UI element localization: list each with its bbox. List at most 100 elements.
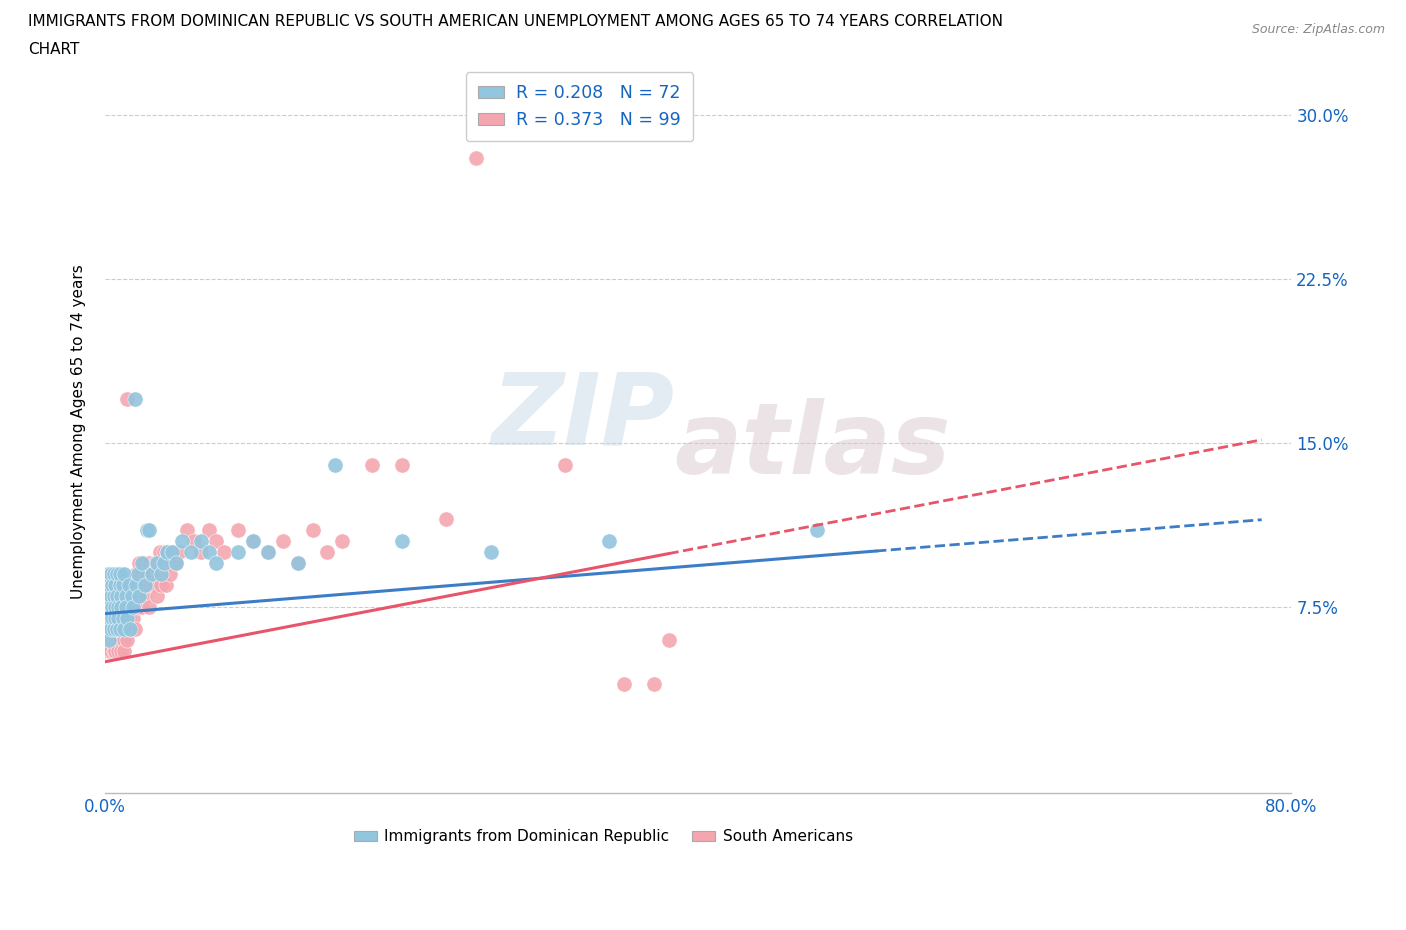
- Point: [101, 632, 124, 647]
- Point: [103, 589, 125, 604]
- Point: [110, 644, 132, 658]
- Point: [112, 621, 135, 636]
- Point: [107, 644, 129, 658]
- Point: [107, 621, 129, 636]
- Point: [242, 534, 264, 549]
- Point: [127, 578, 149, 592]
- Text: CHART: CHART: [28, 42, 80, 57]
- Point: [98, 611, 121, 626]
- Point: [118, 621, 141, 636]
- Point: [613, 676, 636, 691]
- Point: [156, 545, 179, 560]
- Point: [128, 589, 150, 604]
- Point: [159, 566, 181, 581]
- Point: [97, 644, 120, 658]
- Point: [153, 556, 176, 571]
- Point: [643, 676, 665, 691]
- Point: [98, 578, 121, 592]
- Point: [112, 566, 135, 581]
- Point: [316, 545, 339, 560]
- Point: [554, 458, 576, 472]
- Point: [120, 600, 142, 615]
- Point: [110, 600, 132, 615]
- Point: [391, 458, 413, 472]
- Point: [112, 644, 135, 658]
- Point: [97, 589, 120, 604]
- Point: [228, 523, 250, 538]
- Point: [150, 578, 173, 592]
- Point: [96, 611, 118, 626]
- Point: [172, 534, 194, 549]
- Point: [122, 611, 145, 626]
- Point: [125, 566, 148, 581]
- Point: [138, 523, 160, 538]
- Point: [114, 600, 136, 615]
- Point: [107, 600, 129, 615]
- Point: [464, 151, 486, 166]
- Point: [101, 578, 124, 592]
- Point: [105, 632, 128, 647]
- Point: [96, 621, 118, 636]
- Point: [657, 632, 679, 647]
- Point: [134, 578, 156, 592]
- Point: [96, 600, 118, 615]
- Point: [100, 644, 122, 658]
- Point: [391, 534, 413, 549]
- Point: [121, 589, 143, 604]
- Point: [107, 611, 129, 626]
- Point: [153, 545, 176, 560]
- Point: [108, 611, 131, 626]
- Point: [598, 534, 620, 549]
- Point: [287, 556, 309, 571]
- Point: [148, 566, 170, 581]
- Point: [108, 621, 131, 636]
- Point: [108, 578, 131, 592]
- Point: [129, 566, 152, 581]
- Point: [111, 578, 134, 592]
- Point: [128, 556, 150, 571]
- Point: [198, 523, 221, 538]
- Point: [103, 621, 125, 636]
- Point: [112, 632, 135, 647]
- Point: [142, 578, 165, 592]
- Point: [160, 545, 183, 560]
- Point: [100, 632, 122, 647]
- Point: [212, 545, 235, 560]
- Point: [157, 556, 180, 571]
- Point: [98, 621, 121, 636]
- Point: [135, 566, 157, 581]
- Point: [361, 458, 384, 472]
- Point: [97, 611, 120, 626]
- Point: [257, 545, 280, 560]
- Point: [141, 566, 163, 581]
- Point: [205, 534, 228, 549]
- Point: [434, 512, 457, 527]
- Point: [205, 556, 228, 571]
- Point: [146, 589, 169, 604]
- Point: [146, 556, 169, 571]
- Point: [97, 566, 120, 581]
- Point: [97, 632, 120, 647]
- Point: [128, 589, 150, 604]
- Point: [150, 566, 173, 581]
- Point: [97, 611, 120, 626]
- Point: [97, 621, 120, 636]
- Point: [98, 632, 121, 647]
- Point: [98, 600, 121, 615]
- Point: [104, 611, 127, 626]
- Point: [301, 523, 323, 538]
- Point: [108, 632, 131, 647]
- Point: [118, 578, 141, 592]
- Point: [127, 600, 149, 615]
- Point: [138, 600, 160, 615]
- Point: [98, 600, 121, 615]
- Point: [107, 600, 129, 615]
- Point: [122, 600, 145, 615]
- Point: [135, 523, 157, 538]
- Point: [105, 566, 128, 581]
- Point: [108, 621, 131, 636]
- Point: [98, 644, 121, 658]
- Point: [97, 621, 120, 636]
- Point: [138, 556, 160, 571]
- Point: [103, 621, 125, 636]
